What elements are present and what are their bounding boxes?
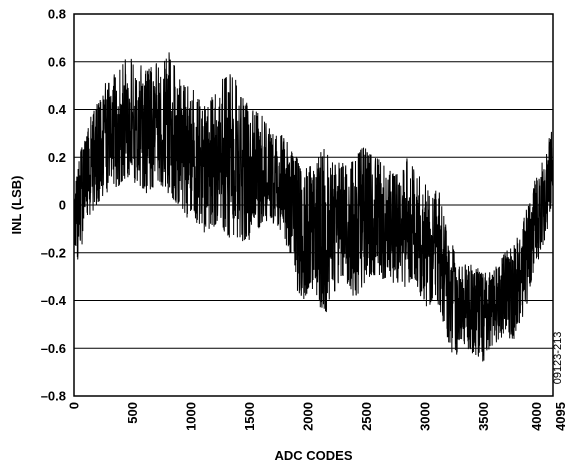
y-tick-label: 0.8 — [48, 7, 66, 22]
inl-trace — [73, 52, 554, 362]
y-tick-label: 0.4 — [48, 102, 67, 117]
y-axis-title: INL (LSB) — [9, 176, 24, 235]
x-tick-label: 4095 — [553, 402, 568, 431]
x-tick-label: 1000 — [183, 402, 198, 431]
y-tick-label: –0.8 — [41, 389, 66, 404]
y-tick-label: 0 — [59, 198, 66, 213]
y-tick-label: –0.4 — [41, 293, 67, 308]
y-tick-label: –0.2 — [41, 245, 66, 260]
x-tick-label: 3000 — [417, 402, 432, 431]
y-tick-label: 0.2 — [48, 150, 66, 165]
x-tick-label: 4000 — [529, 402, 544, 431]
x-tick-label: 2000 — [300, 402, 315, 431]
y-tick-labels: –0.8 –0.6 –0.4 –0.2 0 0.2 0.4 0.6 0.8 — [41, 7, 67, 404]
x-tick-labels: 0 500 1000 1500 2000 2500 3000 3500 4000 4095 — [67, 402, 569, 431]
x-tick-label: 1500 — [242, 402, 257, 431]
x-tick-label: 3500 — [476, 402, 491, 431]
x-tick-label: 500 — [125, 402, 140, 424]
x-tick-label: 0 — [67, 402, 82, 409]
x-axis-title: ADC CODES — [274, 448, 352, 463]
x-tick-label: 2500 — [359, 402, 374, 431]
y-tick-label: 0.6 — [48, 54, 66, 69]
series-group — [73, 52, 554, 362]
y-tick-label: –0.6 — [41, 341, 66, 356]
figure-id-label: 09123-213 — [552, 332, 564, 385]
plot-frame — [73, 13, 554, 397]
